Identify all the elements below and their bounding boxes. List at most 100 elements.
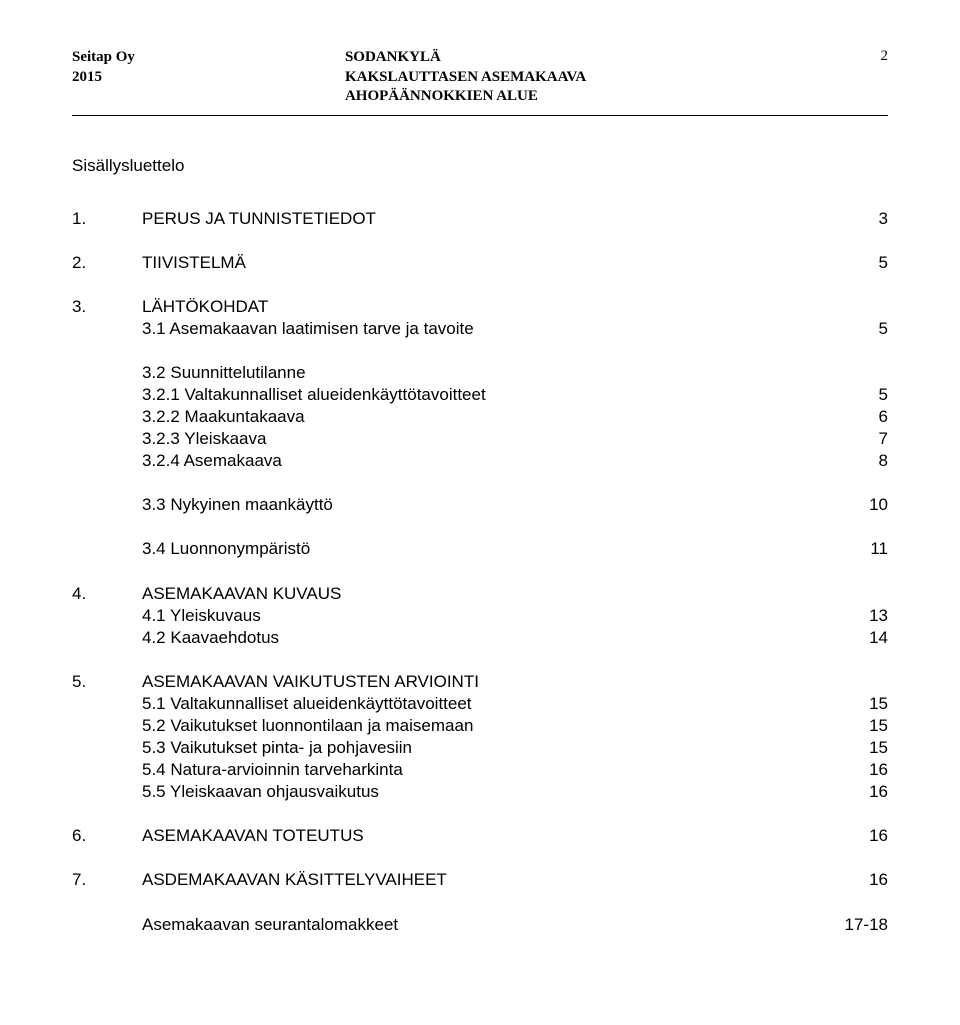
toc-page-number: 16	[828, 825, 888, 847]
toc-row: 4.ASEMAKAAVAN KUVAUS	[72, 583, 888, 605]
title-line-2: KAKSLAUTTASEN ASEMAKAAVA	[345, 68, 858, 88]
toc-section-label: 4.1 Yleiskuvaus	[142, 605, 828, 627]
page-number: 2	[858, 48, 888, 107]
document-year: 2015	[72, 68, 135, 88]
toc-section-label: 3.4 Luonnonympäristö	[142, 538, 828, 560]
toc-page-number: 15	[828, 737, 888, 759]
title-line-3: AHOPÄÄNNOKKIEN ALUE	[345, 87, 858, 107]
header-company-block: Seitap Oy 2015	[72, 48, 135, 107]
toc-row: 4.2 Kaavaehdotus14	[72, 627, 888, 649]
title-line-1: SODANKYLÄ	[345, 48, 858, 68]
toc-row: 2.TIIVISTELMÄ5	[72, 252, 888, 274]
toc-spacer	[72, 274, 888, 296]
toc-page-number: 5	[828, 252, 888, 274]
toc-section-label: 3.3 Nykyinen maankäyttö	[142, 494, 828, 516]
toc-section-number: 6.	[72, 825, 142, 847]
toc-row: 1.PERUS JA TUNNISTETIEDOT3	[72, 208, 888, 230]
toc-section-number	[72, 384, 142, 406]
toc-spacer	[72, 649, 888, 671]
toc-spacer	[72, 892, 888, 914]
toc-page-number: 10	[828, 494, 888, 516]
toc-page-number: 17-18	[828, 914, 888, 936]
toc-section-label: 5.3 Vaikutukset pinta- ja pohjavesiin	[142, 737, 828, 759]
toc-section-number	[72, 538, 142, 560]
toc-section-label: ASEMAKAAVAN VAIKUTUSTEN ARVIOINTI	[142, 671, 828, 693]
toc-section-number	[72, 406, 142, 428]
toc-section-label: 5.2 Vaikutukset luonnontilaan ja maisema…	[142, 715, 828, 737]
toc-spacer	[72, 803, 888, 825]
toc-section-label: 3.2.3 Yleiskaava	[142, 428, 828, 450]
toc-section-label: ASDEMAKAAVAN KÄSITTELYVAIHEET	[142, 869, 828, 891]
toc-spacer	[72, 340, 888, 362]
toc-row: 3.3 Nykyinen maankäyttö10	[72, 494, 888, 516]
toc-section-number: 2.	[72, 252, 142, 274]
toc-page-number: 5	[828, 318, 888, 340]
toc-section-label: ASEMAKAAVAN TOTEUTUS	[142, 825, 828, 847]
toc-section-number: 7.	[72, 869, 142, 891]
toc-section-label: 3.1 Asemakaavan laatimisen tarve ja tavo…	[142, 318, 828, 340]
toc-row: Asemakaavan seurantalomakkeet17-18	[72, 914, 888, 936]
toc-section-number	[72, 914, 142, 936]
toc-spacer	[72, 847, 888, 869]
toc-section-number	[72, 781, 142, 803]
toc-section-label: 3.2 Suunnittelutilanne	[142, 362, 828, 384]
toc-page-number: 16	[828, 759, 888, 781]
header-divider	[72, 115, 888, 116]
toc-section-number	[72, 715, 142, 737]
toc-page-number: 15	[828, 715, 888, 737]
toc-row: 3.2.4 Asemakaava8	[72, 450, 888, 472]
toc-page-number: 15	[828, 693, 888, 715]
toc-row: 3.2 Suunnittelutilanne	[72, 362, 888, 384]
toc-section-number	[72, 362, 142, 384]
toc-spacer	[72, 472, 888, 494]
document-header: Seitap Oy 2015 SODANKYLÄ KAKSLAUTTASEN A…	[72, 48, 888, 107]
toc-row: 3.1 Asemakaavan laatimisen tarve ja tavo…	[72, 318, 888, 340]
toc-section-number	[72, 759, 142, 781]
toc-row: 3.LÄHTÖKOHDAT	[72, 296, 888, 318]
toc-section-label: 3.2.4 Asemakaava	[142, 450, 828, 472]
toc-section-number	[72, 494, 142, 516]
toc-section-number	[72, 450, 142, 472]
toc-section-number	[72, 737, 142, 759]
toc-section-number: 3.	[72, 296, 142, 318]
toc-section-label: ASEMAKAAVAN KUVAUS	[142, 583, 828, 605]
toc-section-label: 5.5 Yleiskaavan ohjausvaikutus	[142, 781, 828, 803]
toc-page-number	[828, 583, 888, 605]
toc-section-label: 3.2.1 Valtakunnalliset alueidenkäyttötav…	[142, 384, 828, 406]
toc-page-number: 6	[828, 406, 888, 428]
toc-section-label: TIIVISTELMÄ	[142, 252, 828, 274]
toc-row: 5.3 Vaikutukset pinta- ja pohjavesiin15	[72, 737, 888, 759]
header-title-block: SODANKYLÄ KAKSLAUTTASEN ASEMAKAAVA AHOPÄ…	[345, 48, 858, 107]
table-of-contents: 1.PERUS JA TUNNISTETIEDOT32.TIIVISTELMÄ5…	[72, 208, 888, 936]
toc-row: 5.4 Natura-arvioinnin tarveharkinta16	[72, 759, 888, 781]
toc-section-number: 1.	[72, 208, 142, 230]
toc-section-number	[72, 318, 142, 340]
toc-row: 3.4 Luonnonympäristö11	[72, 538, 888, 560]
toc-section-number	[72, 428, 142, 450]
toc-spacer	[72, 516, 888, 538]
toc-row: 4.1 Yleiskuvaus13	[72, 605, 888, 627]
toc-row: 5.5 Yleiskaavan ohjausvaikutus16	[72, 781, 888, 803]
page-container: Seitap Oy 2015 SODANKYLÄ KAKSLAUTTASEN A…	[0, 0, 960, 936]
toc-page-number: 16	[828, 869, 888, 891]
toc-row: 3.2.2 Maakuntakaava6	[72, 406, 888, 428]
toc-section-label: 3.2.2 Maakuntakaava	[142, 406, 828, 428]
toc-page-number: 16	[828, 781, 888, 803]
toc-page-number: 11	[828, 538, 888, 560]
toc-page-number	[828, 671, 888, 693]
toc-section-number	[72, 605, 142, 627]
toc-page-number: 8	[828, 450, 888, 472]
toc-page-number: 5	[828, 384, 888, 406]
company-name: Seitap Oy	[72, 48, 135, 68]
toc-row: 6.ASEMAKAAVAN TOTEUTUS16	[72, 825, 888, 847]
toc-row: 5.ASEMAKAAVAN VAIKUTUSTEN ARVIOINTI	[72, 671, 888, 693]
toc-section-label: 4.2 Kaavaehdotus	[142, 627, 828, 649]
toc-section-number: 5.	[72, 671, 142, 693]
toc-page-number	[828, 362, 888, 384]
toc-row: 7.ASDEMAKAAVAN KÄSITTELYVAIHEET16	[72, 869, 888, 891]
toc-page-number: 13	[828, 605, 888, 627]
toc-section-number: 4.	[72, 583, 142, 605]
toc-page-number: 3	[828, 208, 888, 230]
toc-page-number	[828, 296, 888, 318]
toc-section-label: Asemakaavan seurantalomakkeet	[142, 914, 828, 936]
